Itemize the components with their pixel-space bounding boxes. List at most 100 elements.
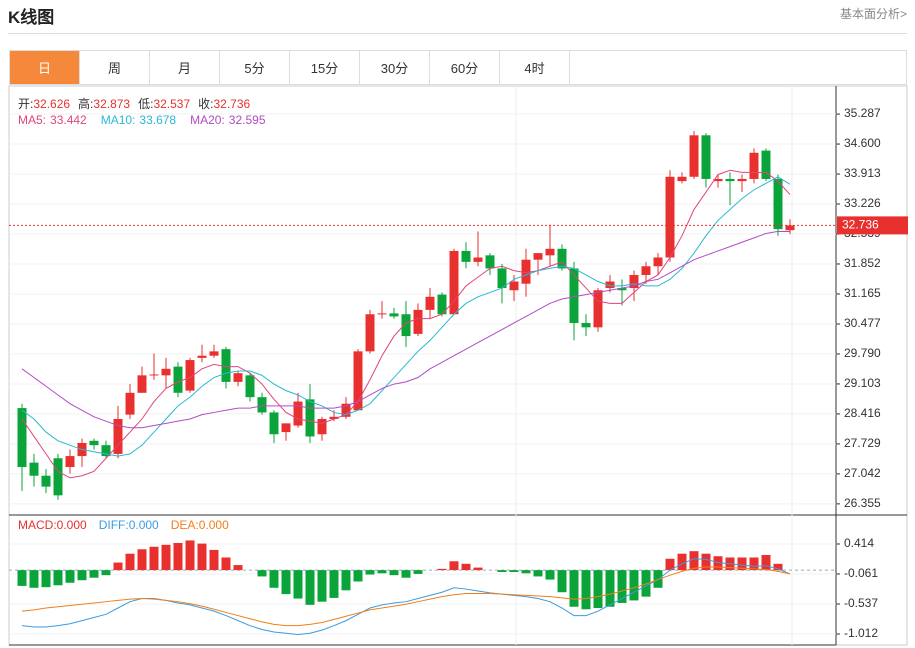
macd-bar	[641, 570, 651, 597]
candle-body	[605, 281, 615, 289]
macd-bar	[749, 557, 759, 571]
macd-bar	[521, 570, 531, 574]
period-tab[interactable]: 60分	[430, 51, 500, 84]
macd-bar	[173, 542, 183, 571]
candle-body	[677, 176, 687, 182]
period-tabs: 日周月 5分 15分 30分 60分 4时	[9, 50, 907, 85]
candle-body	[101, 445, 111, 457]
y-tick-label: -1.012	[844, 626, 878, 640]
macd-bar	[29, 570, 39, 588]
candle-body	[761, 150, 771, 179]
y-tick-label: -0.537	[844, 596, 878, 610]
candle-body	[65, 456, 75, 467]
candle-body	[209, 351, 219, 356]
candle-body	[749, 152, 759, 179]
candle-body	[629, 274, 639, 289]
y-tick-label: 31.165	[844, 286, 881, 300]
period-tab[interactable]: 周	[80, 51, 150, 84]
candle-body	[449, 250, 459, 315]
macd-bar	[41, 570, 51, 588]
candle-body	[425, 296, 435, 310]
ohlc-name: 收:	[198, 97, 214, 111]
candle-body	[329, 416, 339, 419]
macd-bar	[533, 570, 543, 577]
candle-body	[53, 458, 63, 496]
macd-bar	[497, 570, 507, 573]
last-price-label: 32.736	[842, 218, 879, 232]
legend-name: MA10:	[100, 113, 136, 127]
macd-bar	[149, 546, 159, 571]
macd-bar	[281, 570, 291, 595]
macd-bar	[593, 570, 603, 609]
ohlc-legend: 开:32.626 高:32.873 低:32.537 收:32.736	[18, 95, 258, 112]
macd-bar	[773, 563, 783, 571]
ma-legend: MA5: 33.442 MA10: 33.678 MA20: 32.595	[18, 113, 280, 127]
macd-bar	[581, 570, 591, 610]
macd-bar	[377, 570, 387, 574]
macd-bar	[101, 570, 111, 576]
macd-bar	[713, 556, 723, 571]
candle-body	[545, 248, 555, 256]
candle-body	[377, 313, 387, 315]
candle-body	[29, 462, 39, 476]
candle-body	[113, 418, 123, 454]
candle-body	[533, 253, 543, 260]
ohlc-value: 32.626	[33, 97, 71, 111]
candle-body	[245, 375, 255, 398]
macd-bar	[77, 570, 87, 581]
candle-body	[485, 255, 495, 269]
macd-bar	[629, 570, 639, 601]
macd-bar	[389, 570, 399, 576]
candle-body	[581, 322, 591, 328]
candle-body	[41, 475, 51, 487]
macd-bar	[221, 557, 231, 571]
candle-body	[89, 440, 99, 446]
macd-bar	[329, 570, 339, 598]
macd-bar	[269, 570, 279, 588]
macd-bar	[65, 570, 75, 583]
legend-value: 32.595	[228, 113, 266, 127]
macd-legend: MACD:0.000 DIFF:0.000 DEA:0.000	[18, 518, 241, 532]
macd-line	[21, 566, 791, 627]
period-tab[interactable]: 30分	[360, 51, 430, 84]
y-tick-label: 27.729	[844, 436, 881, 450]
macd-bar	[509, 570, 519, 573]
macd-bar	[545, 570, 555, 580]
macd-bar	[461, 563, 471, 571]
candle-body	[773, 178, 783, 230]
candle-body	[389, 313, 399, 317]
macd-bar	[353, 570, 363, 582]
macd-bar	[17, 570, 27, 586]
ma-line	[21, 176, 791, 457]
period-tab[interactable]: 5分	[220, 51, 290, 84]
fundamental-link[interactable]: 基本面分析>	[839, 7, 907, 21]
candle-body	[509, 281, 519, 291]
period-tab[interactable]: 日	[10, 51, 80, 84]
y-tick-label: 29.790	[844, 346, 881, 360]
period-tab[interactable]: 15分	[290, 51, 360, 84]
period-tab[interactable]: 月	[150, 51, 220, 84]
ohlc-value: 32.736	[213, 97, 251, 111]
y-tick-label: 30.477	[844, 316, 881, 330]
macd-bar	[161, 544, 171, 571]
ohlc-name: 低:	[138, 97, 154, 111]
y-tick-label: 35.287	[844, 106, 881, 120]
period-tab[interactable]: 4时	[500, 51, 570, 84]
legend-name: MA5:	[18, 113, 47, 127]
macd-bar	[413, 570, 423, 574]
macd-bar	[341, 570, 351, 591]
candle-body	[281, 423, 291, 433]
macd-bar	[401, 570, 411, 578]
ma-line	[21, 169, 791, 479]
legend-value: 33.678	[139, 113, 177, 127]
candle-body	[713, 178, 723, 182]
macd-bar	[701, 553, 711, 571]
macd-bar	[689, 551, 699, 571]
candle-body	[437, 294, 447, 315]
candle-body	[689, 135, 699, 177]
y-tick-label: 0.414	[844, 536, 874, 550]
candle-body	[569, 268, 579, 323]
macd-bar	[305, 570, 315, 605]
